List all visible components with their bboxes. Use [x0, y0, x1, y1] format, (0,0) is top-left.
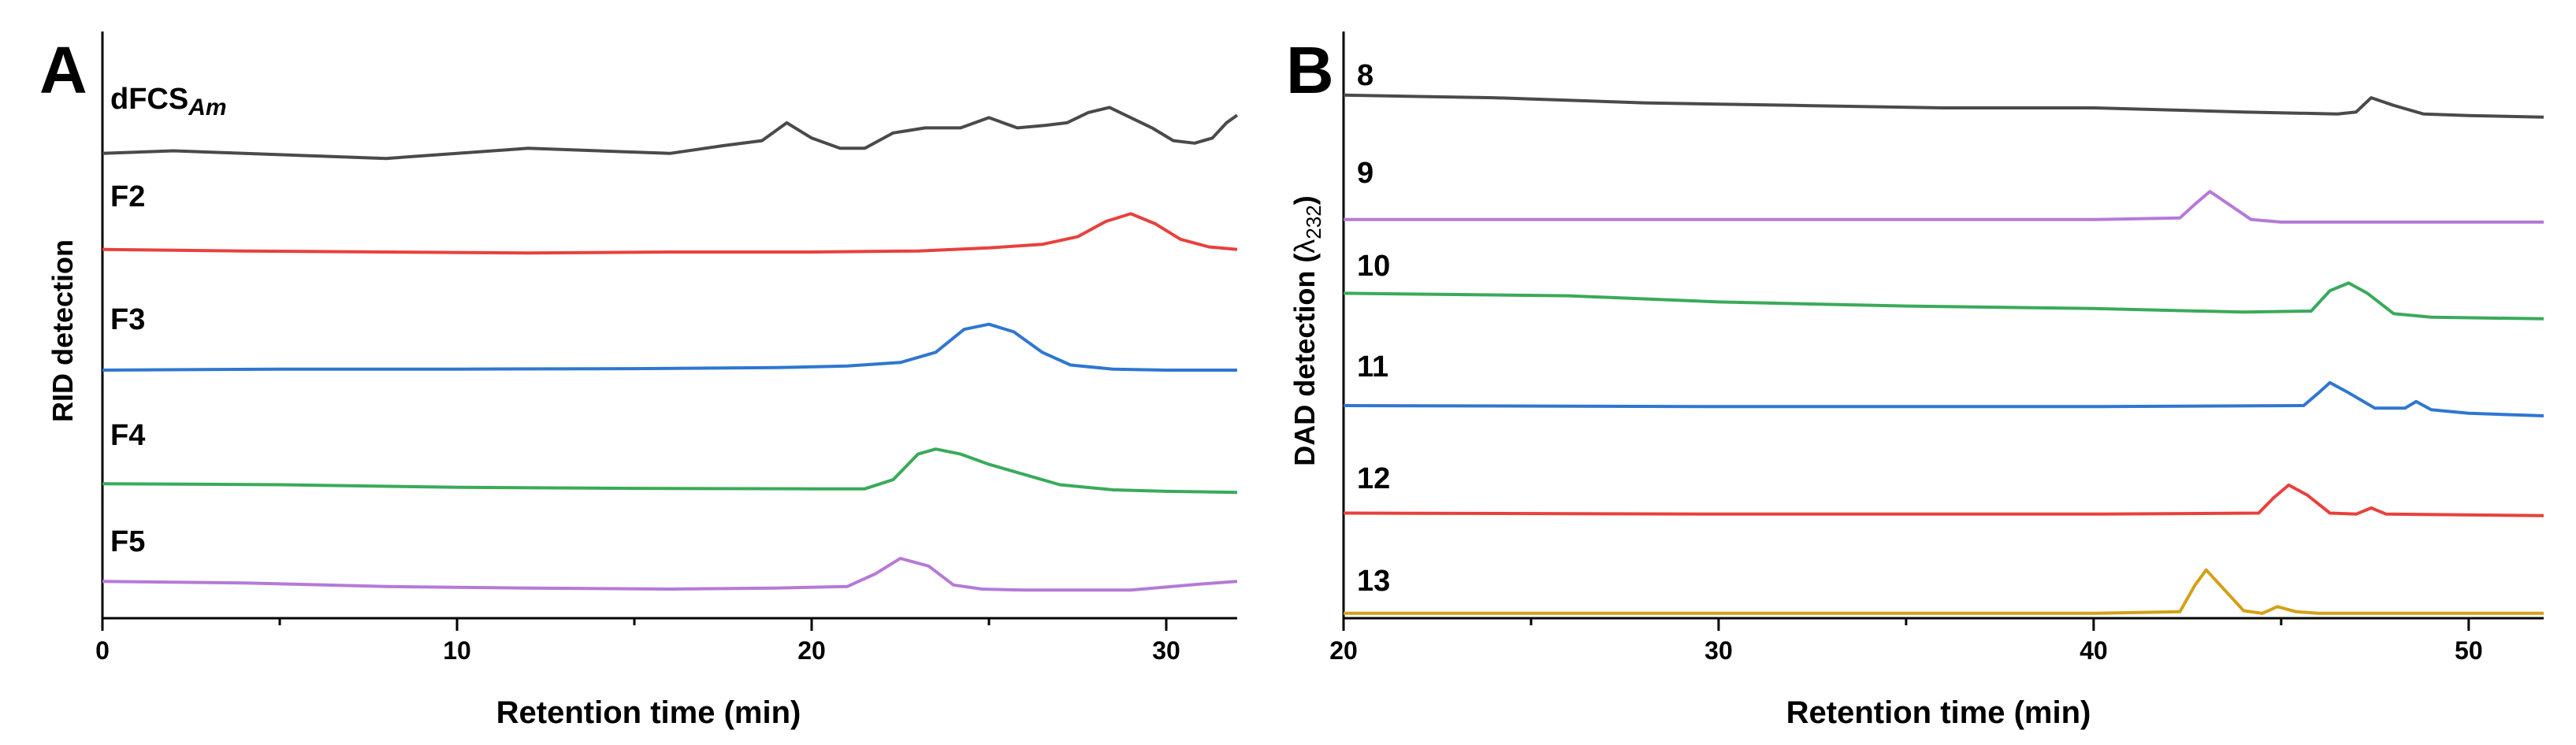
series-label-a-f4: F4	[110, 419, 145, 452]
series-label-a-f2: F2	[110, 180, 145, 213]
series-line-a-f4	[102, 447, 1238, 495]
series-line-b-11	[1343, 380, 2544, 417]
series-label-b-9: 9	[1357, 157, 1373, 190]
x-tick-label-b: 20	[1329, 636, 1358, 665]
x-axis-label-b: Retention time (min)	[1786, 695, 2091, 730]
x-tick-label-b: 50	[2455, 636, 2483, 665]
series-line-a-dfcs	[102, 106, 1239, 161]
panel-label-a: A	[39, 33, 87, 107]
series-line-a-f2	[102, 212, 1238, 255]
panel-a: A RID detection Retention time (min) 0 10…	[39, 32, 1239, 730]
series-label-b-12: 12	[1357, 462, 1390, 495]
series-line-a-f5	[102, 557, 1238, 592]
x-tick-label-a: 30	[1152, 636, 1180, 665]
series-label-b-11: 11	[1357, 350, 1388, 384]
y-axis-label-a: RID detection	[46, 239, 79, 422]
x-tick-label-b: 30	[1704, 636, 1733, 665]
series-line-b-13	[1344, 568, 2544, 615]
y-axis-label-b: DAD detection (λ232)	[1288, 195, 1325, 465]
series-label-b-8: 8	[1357, 59, 1373, 92]
series-label-a-dfcs: dFCSAm	[110, 83, 227, 120]
series-label-a-f3: F3	[110, 303, 145, 336]
series-line-b-12	[1343, 483, 2544, 517]
series-label-b-10: 10	[1357, 250, 1390, 283]
panel-b: B DAD detection (λ232) Retention time (m…	[1286, 32, 2544, 730]
x-tick-label-a: 0	[95, 636, 110, 665]
x-tick-label-b: 40	[2080, 636, 2108, 665]
x-axis-label-a: Retention time (min)	[496, 695, 801, 730]
y-axis-label-b-text: DAD detection (	[1288, 254, 1321, 466]
series-line-a-f3	[102, 322, 1237, 372]
series-line-b-10	[1343, 281, 2544, 321]
x-tick-label-a: 20	[797, 636, 826, 665]
series-line-b-8	[1343, 93, 2544, 119]
series-line-b-9	[1344, 190, 2544, 224]
x-tick-label-a: 10	[443, 636, 471, 665]
panel-label-b: B	[1286, 33, 1334, 107]
series-label-a-f5: F5	[110, 525, 145, 558]
series-label-b-13: 13	[1357, 565, 1390, 598]
